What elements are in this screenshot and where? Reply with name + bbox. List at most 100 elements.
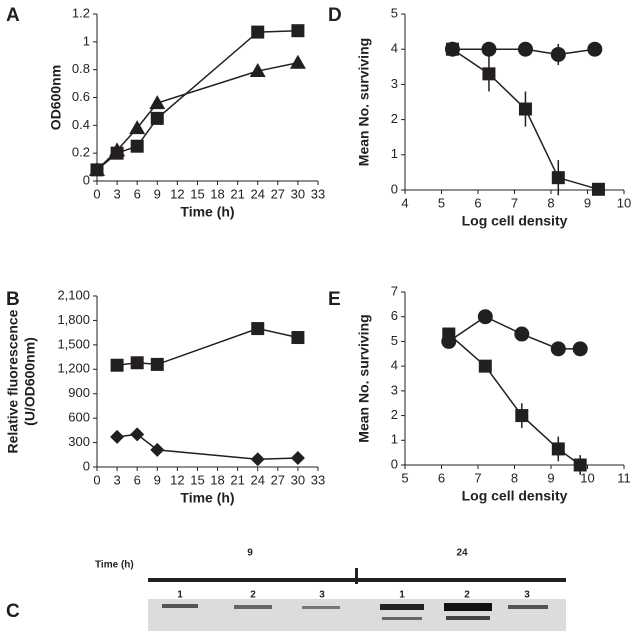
y-tick-label: 5 <box>391 5 398 20</box>
marker <box>130 139 144 153</box>
y-axis-label: Mean No. surviving <box>356 38 372 166</box>
marker <box>587 41 603 57</box>
x-axis-label: Time (h) <box>180 490 234 506</box>
gel-label: Time (h) <box>95 560 134 571</box>
y-tick-label: 3 <box>391 76 398 91</box>
x-tick-label: 12 <box>170 186 184 201</box>
y-tick-label: 300 <box>68 434 90 449</box>
marker <box>150 442 165 457</box>
marker <box>149 95 166 110</box>
x-tick-label: 7 <box>474 470 481 485</box>
marker <box>110 358 124 372</box>
x-axis-label: Time (h) <box>180 204 234 220</box>
y-axis-label: OD600nm <box>48 65 64 130</box>
marker <box>291 331 305 345</box>
y-tick-label: 2 <box>391 407 398 422</box>
x-tick-label: 30 <box>291 472 305 487</box>
marker <box>551 442 565 456</box>
x-tick-label: 11 <box>617 470 631 485</box>
x-tick-label: 21 <box>230 186 244 201</box>
gel-time: 24 <box>456 548 468 559</box>
marker <box>129 120 146 135</box>
marker <box>550 46 566 62</box>
y-tick-label: 1,200 <box>57 361 90 376</box>
series-line <box>117 327 299 366</box>
marker <box>150 357 164 371</box>
y-tick-label: 4 <box>391 358 398 373</box>
y-tick-label: 2 <box>391 111 398 126</box>
marker <box>518 102 532 116</box>
lane-label: 1 <box>399 590 405 601</box>
y-tick-label: 0 <box>391 181 398 196</box>
x-tick-label: 6 <box>438 470 445 485</box>
time-divider <box>355 568 358 584</box>
x-tick-label: 6 <box>474 195 481 210</box>
x-tick-label: 7 <box>511 195 518 210</box>
x-tick-label: 18 <box>210 186 224 201</box>
y-tick-label: 600 <box>68 410 90 425</box>
x-tick-label: 10 <box>617 195 631 210</box>
marker <box>130 427 145 442</box>
y-tick-label: 900 <box>68 385 90 400</box>
gel-time: 9 <box>247 548 253 559</box>
y-tick-label: 3 <box>391 382 398 397</box>
y-tick-label: 5 <box>391 333 398 348</box>
y-tick-label: 0 <box>83 172 90 187</box>
x-tick-label: 33 <box>311 186 325 201</box>
y-tick-label: 0.6 <box>72 89 90 104</box>
marker <box>482 67 496 81</box>
x-tick-label: 9 <box>154 186 161 201</box>
x-tick-label: 24 <box>250 186 264 201</box>
marker <box>477 309 493 325</box>
y-tick-label: 2,100 <box>57 287 90 302</box>
marker <box>291 24 305 38</box>
x-tick-label: 8 <box>547 195 554 210</box>
marker <box>573 458 587 472</box>
x-tick-label: 9 <box>547 470 554 485</box>
x-tick-label: 4 <box>401 195 408 210</box>
x-tick-label: 15 <box>190 472 204 487</box>
marker <box>515 409 529 423</box>
x-axis-label: Log cell density <box>462 213 568 229</box>
x-tick-label: 30 <box>291 186 305 201</box>
y-tick-label: 7 <box>391 283 398 298</box>
marker <box>250 452 265 467</box>
gel-image <box>148 599 566 631</box>
marker <box>591 182 605 196</box>
lane-label: 3 <box>524 590 530 601</box>
marker <box>289 54 306 69</box>
x-tick-label: 24 <box>250 472 264 487</box>
x-tick-label: 3 <box>113 472 120 487</box>
y-tick-label: 1,800 <box>57 312 90 327</box>
x-tick-label: 15 <box>190 186 204 201</box>
marker <box>550 341 566 357</box>
marker <box>481 41 497 57</box>
y-tick-label: 4 <box>391 41 398 56</box>
x-tick-label: 5 <box>438 195 445 210</box>
lane-label: 2 <box>464 590 470 601</box>
series-line <box>117 433 298 461</box>
marker <box>442 327 456 341</box>
y-axis-label: (U/OD600nm) <box>22 337 38 426</box>
y-axis-label: Relative fluorescence <box>5 309 21 453</box>
x-tick-label: 0 <box>93 472 100 487</box>
marker <box>251 322 265 336</box>
lane-label: 2 <box>250 590 256 601</box>
y-tick-label: 6 <box>391 308 398 323</box>
y-tick-label: 0.4 <box>72 117 90 132</box>
marker <box>109 142 126 157</box>
x-tick-label: 6 <box>134 186 141 201</box>
y-tick-label: 0 <box>391 456 398 471</box>
marker <box>572 341 588 357</box>
x-tick-label: 8 <box>511 470 518 485</box>
x-tick-label: 6 <box>134 472 141 487</box>
y-tick-label: 0.8 <box>72 61 90 76</box>
x-tick-label: 18 <box>210 472 224 487</box>
lane-label: 1 <box>177 590 183 601</box>
marker <box>517 41 533 57</box>
panel-label: A <box>6 5 20 26</box>
marker <box>110 429 125 444</box>
y-tick-label: 1 <box>391 432 398 447</box>
y-tick-label: 1 <box>391 146 398 161</box>
x-tick-label: 3 <box>113 186 120 201</box>
